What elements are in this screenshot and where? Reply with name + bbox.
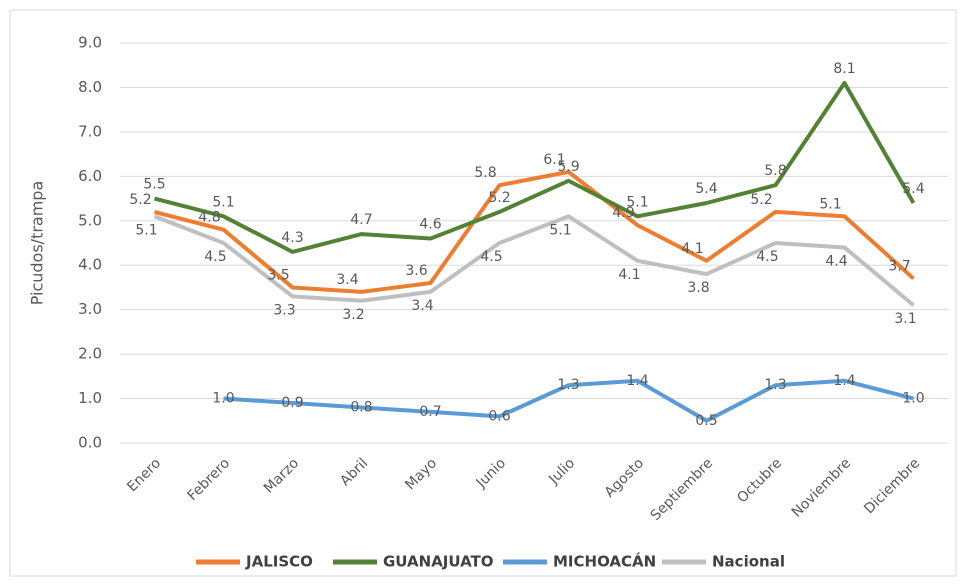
series-line [153, 214, 915, 307]
y-tick-label: 1.0 [78, 389, 102, 407]
legend-label: GUANAJUATO [383, 553, 494, 571]
data-label: 5.2 [129, 192, 151, 208]
data-label: 4.3 [281, 230, 303, 246]
legend-label: MICHOACÁN [553, 552, 656, 571]
data-label: 5.1 [135, 222, 157, 238]
data-label: 0.6 [488, 408, 510, 424]
data-label: 3.7 [888, 259, 910, 275]
data-label: 6.1 [543, 152, 565, 168]
data-label: 0.5 [695, 413, 717, 429]
data-label: 0.8 [350, 399, 372, 415]
data-label: 8.1 [833, 61, 855, 77]
data-label: 0.7 [419, 404, 441, 420]
legend-label: Nacional [712, 553, 785, 571]
data-label: 1.3 [557, 377, 579, 393]
data-label: 4.5 [480, 249, 502, 265]
series-line [223, 378, 914, 423]
data-label: 3.8 [687, 280, 709, 296]
data-label: 4.8 [198, 210, 220, 226]
data-label: 4.7 [350, 212, 372, 228]
y-tick-label: 6.0 [78, 167, 102, 185]
data-label: 5.5 [143, 177, 165, 193]
y-tick-label: 2.0 [78, 345, 102, 363]
data-label: 5.1 [212, 194, 234, 210]
data-label: 5.1 [626, 194, 648, 210]
data-label: 5.9 [557, 159, 579, 175]
data-label: 1.3 [764, 377, 786, 393]
data-label: 3.1 [894, 311, 916, 327]
data-label: 4.5 [756, 249, 778, 265]
data-label: 1.4 [626, 373, 648, 389]
data-label: 5.2 [750, 192, 772, 208]
data-label: 0.9 [281, 395, 303, 411]
data-label: 3.5 [267, 267, 289, 283]
data-label: 3.6 [405, 263, 427, 279]
series-line [154, 81, 916, 254]
data-label: 4.4 [825, 253, 847, 269]
y-tick-label: 9.0 [78, 34, 102, 52]
data-label: 4.9 [612, 205, 634, 221]
data-label: 5.2 [488, 190, 510, 206]
data-label: 5.1 [549, 222, 571, 238]
legend-label: JALISCO [245, 553, 313, 571]
data-label: 5.1 [819, 196, 841, 212]
chart-border [9, 9, 957, 577]
data-label: 5.8 [764, 163, 786, 179]
data-label: 5.8 [474, 165, 496, 181]
y-tick-label: 3.0 [78, 300, 102, 318]
y-tick-label: 4.0 [78, 256, 102, 274]
y-tick-label: 5.0 [78, 211, 102, 229]
series-line [154, 169, 915, 294]
data-label: 4.1 [681, 241, 703, 257]
y-axis-title: Picudos/trampa [28, 181, 47, 306]
data-label: 4.1 [618, 267, 640, 283]
data-label: 3.3 [273, 302, 295, 318]
y-tick-label: 7.0 [78, 122, 102, 140]
data-label: 3.2 [342, 307, 364, 323]
data-label: 1.0 [902, 391, 924, 407]
y-tick-label: 0.0 [78, 434, 102, 452]
y-tick-label: 8.0 [78, 78, 102, 96]
data-label: 4.5 [204, 249, 226, 265]
data-label: 1.4 [833, 373, 855, 389]
data-label: 5.4 [695, 181, 717, 197]
data-label: 3.4 [411, 298, 433, 314]
data-label: 4.6 [419, 217, 441, 233]
data-label: 5.4 [902, 181, 924, 197]
data-label: 1.0 [212, 391, 234, 407]
data-label: 3.4 [336, 272, 358, 288]
